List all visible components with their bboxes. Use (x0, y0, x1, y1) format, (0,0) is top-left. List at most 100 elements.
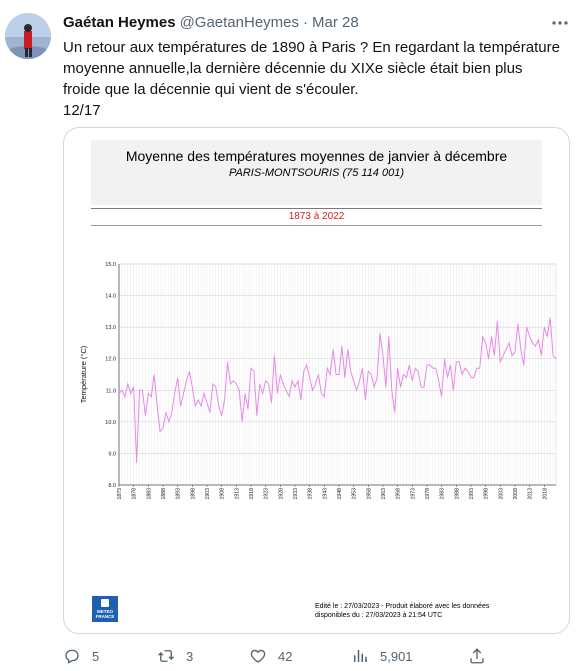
data-point (309, 377, 311, 379)
data-point (417, 370, 419, 372)
x-tick-label: 2018 (542, 488, 548, 500)
data-point (142, 389, 143, 391)
data-point (144, 415, 146, 416)
author-handle[interactable]: @GaetanHeymes (179, 13, 300, 31)
more-icon[interactable] (549, 12, 571, 34)
data-point (532, 342, 533, 344)
chart-title-box: Moyenne des températures moyennes de jan… (91, 140, 542, 205)
data-point (505, 348, 507, 350)
chart-footer: Edité le : 27/03/2023 - Produit élaboré … (315, 602, 489, 620)
data-point (171, 411, 173, 413)
x-tick-label: 1998 (484, 488, 490, 500)
data-point (250, 367, 252, 369)
data-point (511, 355, 513, 356)
data-point (362, 367, 363, 369)
data-point (523, 364, 525, 366)
data-point (168, 421, 170, 423)
author-name[interactable]: Gaétan Heymes (63, 13, 176, 31)
tweet-media-image[interactable]: Moyenne des températures moyennes de jan… (63, 127, 570, 634)
data-point (499, 361, 501, 363)
data-point (279, 374, 281, 375)
data-point (194, 405, 196, 407)
avatar[interactable] (5, 13, 51, 59)
data-point (502, 355, 504, 356)
data-point (485, 342, 487, 344)
x-tick-label: 1978 (425, 488, 431, 500)
data-point (458, 361, 460, 363)
chart-period: 1873 à 2022 (288, 211, 345, 222)
data-point (174, 393, 176, 394)
data-point (514, 352, 516, 353)
footer-line-2: disponibles du : 27/03/2023 à 21:54 UTC (315, 612, 443, 619)
data-point (420, 386, 422, 388)
retweet-icon (158, 650, 174, 662)
data-point (153, 374, 155, 375)
retweet-count: 3 (186, 648, 194, 664)
tweet-date[interactable]: Mar 28 (312, 13, 359, 31)
x-tick-label: 1888 (161, 488, 167, 500)
x-tick-label: 1983 (440, 488, 446, 500)
data-point (329, 374, 331, 375)
y-tick-label: 15.0 (105, 262, 116, 268)
data-point (133, 386, 135, 388)
data-point (479, 367, 481, 369)
chart-title: Moyenne des températures moyennes de jan… (125, 148, 508, 164)
data-point (320, 393, 322, 394)
data-point (121, 389, 123, 391)
data-point (335, 374, 337, 375)
data-point (520, 348, 522, 350)
data-point (364, 399, 366, 401)
x-tick-label: 1948 (337, 488, 343, 500)
data-point (130, 393, 132, 394)
data-point (353, 380, 355, 382)
tweet-actions: 5 3 42 5,901 (63, 644, 568, 668)
share-button[interactable] (468, 644, 486, 668)
x-tick-label: 1928 (278, 488, 284, 500)
data-point (247, 408, 249, 410)
data-point (429, 364, 431, 366)
reply-count: 5 (92, 648, 100, 664)
views-button[interactable]: 5,901 (351, 644, 413, 668)
data-point (546, 336, 548, 338)
y-tick-label: 11.0 (106, 388, 116, 394)
heart-icon (250, 649, 266, 663)
logo-text-line-2: FRANCE (95, 614, 115, 619)
avatar-image (5, 13, 51, 59)
data-point (139, 389, 140, 391)
retweet-button[interactable]: 3 (157, 644, 193, 668)
x-tick-label: 1908 (220, 488, 226, 500)
data-point (221, 415, 223, 416)
data-point (259, 383, 261, 385)
data-point (423, 386, 425, 388)
y-axis-label: Température (°C) (79, 345, 88, 403)
data-point (494, 355, 495, 356)
data-point (379, 333, 381, 334)
data-point (162, 427, 164, 429)
data-point (323, 396, 325, 397)
data-point (262, 393, 264, 394)
data-point (276, 393, 278, 394)
y-tick-label: 14.0 (105, 294, 116, 300)
data-point (256, 415, 258, 416)
data-point (350, 370, 352, 372)
data-point (356, 389, 357, 391)
logo-mark (101, 599, 109, 607)
data-point (347, 348, 349, 350)
x-tick-label: 1958 (366, 488, 372, 500)
x-tick-label: 1878 (132, 488, 138, 500)
x-tick-label: 1993 (469, 488, 475, 500)
data-point (376, 377, 378, 379)
data-point (238, 389, 240, 391)
like-button[interactable]: 42 (249, 644, 292, 668)
data-point (215, 386, 217, 388)
data-point (147, 393, 149, 394)
x-tick-label: 2003 (498, 488, 504, 500)
data-point (426, 364, 428, 366)
data-point (441, 396, 443, 397)
data-point (203, 393, 205, 394)
data-point (432, 367, 434, 369)
x-tick-label: 1988 (454, 488, 460, 500)
reply-button[interactable]: 5 (63, 644, 99, 668)
data-point (473, 377, 475, 379)
data-point (414, 367, 416, 369)
